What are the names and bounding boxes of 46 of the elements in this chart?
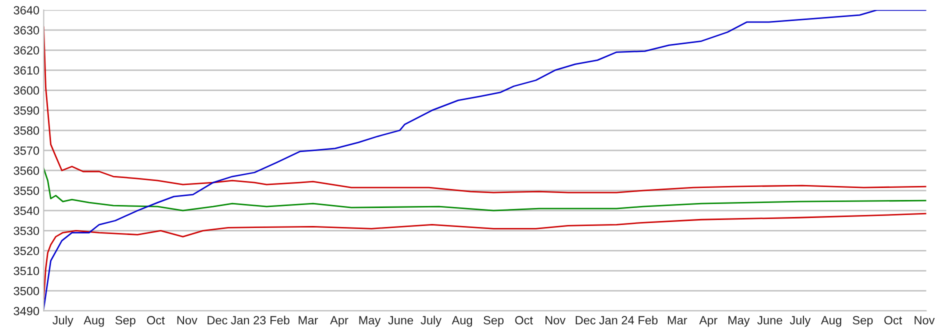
x-tick-label: Dec <box>208 316 228 324</box>
y-tick-label: 3600 <box>14 86 40 95</box>
y-tick-label: 3610 <box>14 66 40 75</box>
y-tick-label: 3540 <box>14 206 40 215</box>
x-tick-label: July <box>420 316 442 327</box>
x-tick-label: Nov <box>546 316 566 324</box>
x-tick-label: Mar <box>668 316 688 324</box>
x-tick-label: Oct <box>147 316 165 324</box>
x-tick-label: Feb <box>638 316 658 324</box>
x-tick-label: May <box>728 316 750 327</box>
y-tick-label: 3510 <box>14 266 40 276</box>
x-tick-label: Sep <box>484 316 504 327</box>
x-tick-label: Nov <box>177 316 198 324</box>
y-tick-label: 3550 <box>14 186 40 195</box>
y-tick-label: 3520 <box>14 246 40 256</box>
x-tick-label: Nov <box>914 316 935 324</box>
y-tick-label: 3530 <box>14 226 40 236</box>
x-tick-label: July <box>790 316 811 327</box>
x-tick-label: Feb <box>270 316 290 324</box>
y-tick-label: 3560 <box>14 166 40 175</box>
y-tick-label: 3570 <box>14 146 40 155</box>
x-tick-label: Apr <box>699 316 718 327</box>
y-tick-label: 3490 <box>14 306 40 316</box>
x-tick-label: Jan 23 <box>230 316 266 324</box>
y-tick-label: 3630 <box>14 26 40 34</box>
x-tick-label: Jan 24 <box>599 316 634 324</box>
x-tick-label: Oct <box>515 316 533 324</box>
x-tick-label: Mar <box>298 316 318 324</box>
y-tick-label: 3590 <box>14 106 40 115</box>
y-tick-label: 3500 <box>14 286 40 296</box>
y-tick-label: 3580 <box>14 126 40 135</box>
y-tick-label: 3620 <box>14 46 40 55</box>
x-tick-label: Aug <box>84 316 104 327</box>
x-tick-label: June <box>388 316 414 324</box>
y-tick-label: 3640 <box>14 6 40 14</box>
x-tick-label: June <box>757 316 782 324</box>
x-tick-label: Sep <box>115 316 136 327</box>
x-tick-label: Apr <box>330 316 348 327</box>
x-tick-label: Sep <box>852 316 873 327</box>
x-tick-label: Oct <box>884 316 902 324</box>
x-tick-label: May <box>359 316 381 327</box>
x-tick-label: Aug <box>452 316 472 327</box>
x-tick-label: Aug <box>820 316 842 327</box>
x-tick-label: July <box>52 316 74 327</box>
x-tick-label: Dec <box>576 316 596 324</box>
line-series <box>44 168 926 212</box>
